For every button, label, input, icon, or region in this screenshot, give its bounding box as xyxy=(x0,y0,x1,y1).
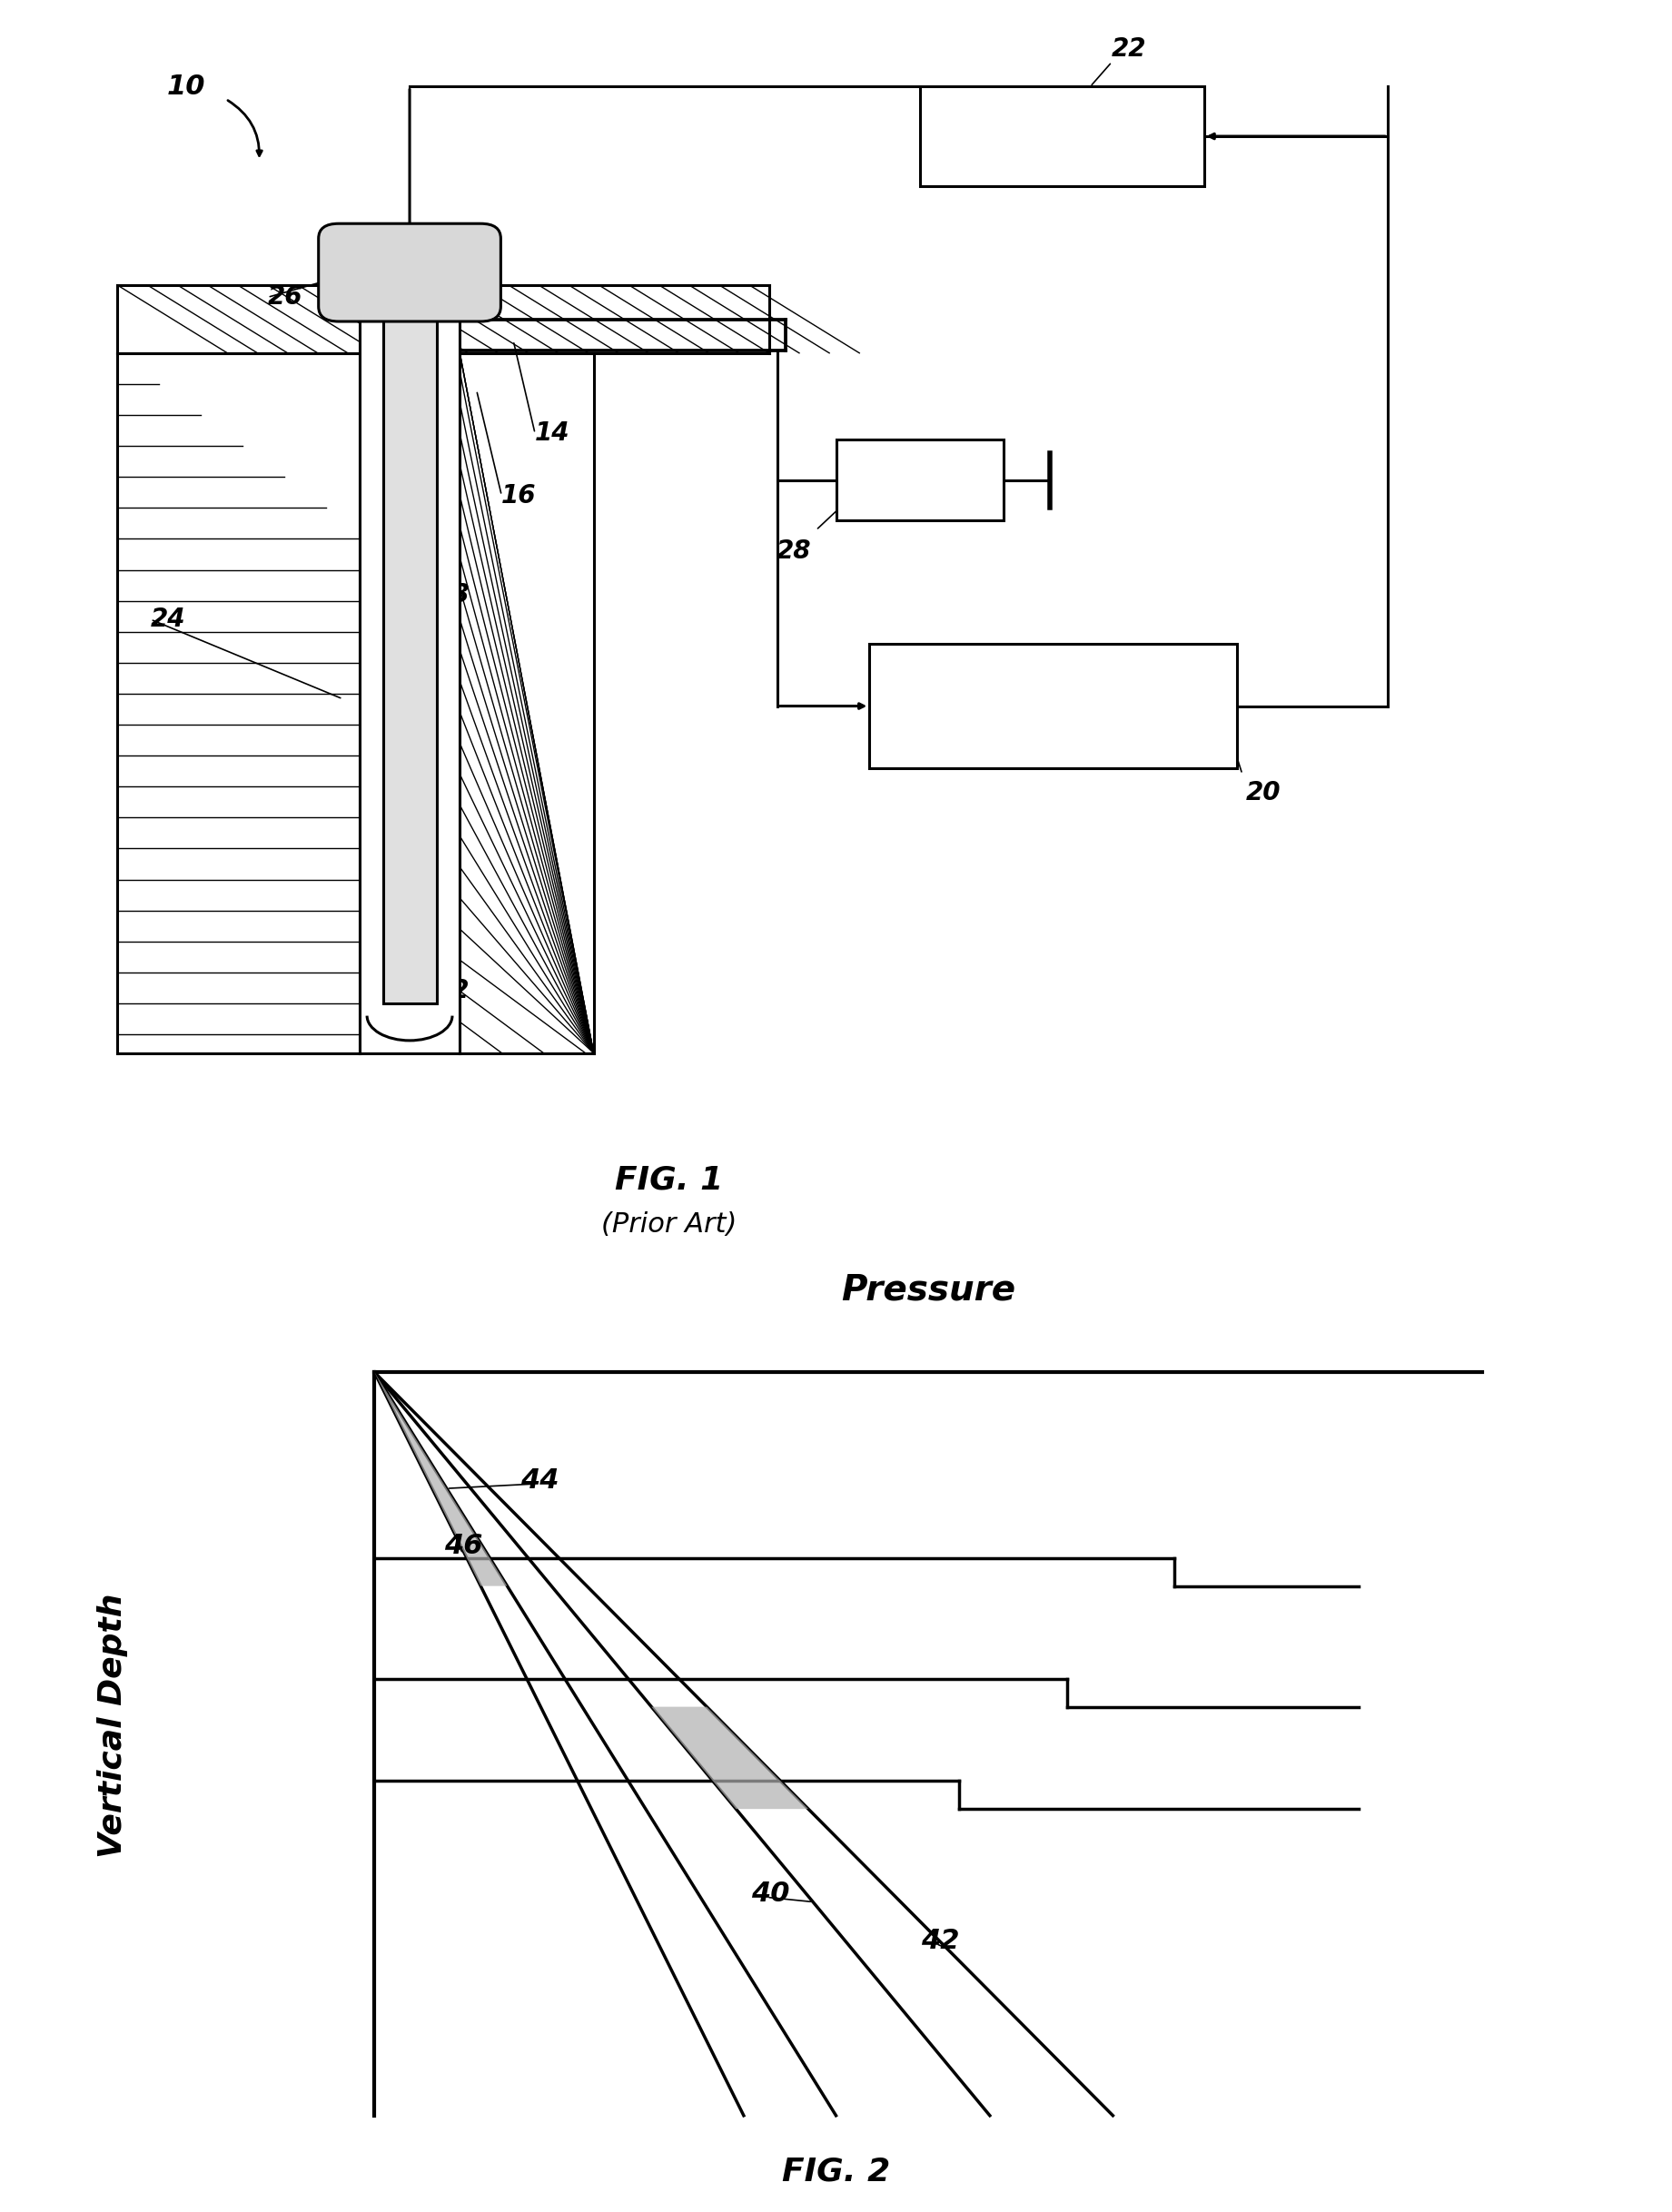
Text: 16: 16 xyxy=(502,482,537,509)
Text: (Prior Art): (Prior Art) xyxy=(600,1212,737,1239)
Text: 12: 12 xyxy=(435,978,470,1004)
Text: Vertical Depth: Vertical Depth xyxy=(97,1593,129,1858)
Text: FIG. 1: FIG. 1 xyxy=(615,1166,722,1194)
Text: 24: 24 xyxy=(150,606,186,633)
Text: 46: 46 xyxy=(443,1533,482,1559)
Text: 40: 40 xyxy=(751,1880,789,1907)
Bar xyxy=(869,644,1237,768)
Text: 20: 20 xyxy=(1246,781,1281,805)
FancyBboxPatch shape xyxy=(318,223,502,321)
Text: Pressure: Pressure xyxy=(841,1272,1015,1307)
Bar xyxy=(359,265,460,1053)
Text: 26: 26 xyxy=(268,285,303,310)
Text: 22: 22 xyxy=(1112,38,1147,62)
Text: 18: 18 xyxy=(435,582,470,608)
Polygon shape xyxy=(375,1371,507,1586)
Text: 44: 44 xyxy=(520,1467,558,1493)
Bar xyxy=(920,86,1204,186)
Text: 28: 28 xyxy=(776,540,811,564)
Text: 14: 14 xyxy=(535,420,570,447)
Text: 10: 10 xyxy=(167,73,206,100)
Text: 42: 42 xyxy=(921,1927,960,1953)
Bar xyxy=(383,292,436,1004)
Polygon shape xyxy=(652,1708,808,1809)
Bar xyxy=(836,440,1003,520)
Text: FIG. 2: FIG. 2 xyxy=(782,2157,890,2188)
